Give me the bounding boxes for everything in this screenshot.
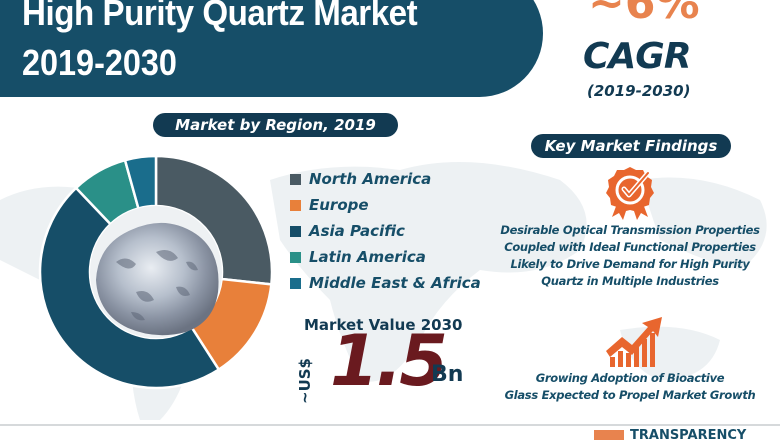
legend-swatch <box>290 225 301 237</box>
finding-line: Likely to Drive Demand for High Purity <box>510 257 750 271</box>
legend-swatch <box>290 199 301 211</box>
legend-label: Europe <box>309 196 369 214</box>
logo-text: TRANSPARENCY <box>630 428 747 440</box>
finding-line: Desirable Optical Transmission Propertie… <box>500 223 760 237</box>
market-value-unit: Bn <box>431 362 464 387</box>
quartz-rock-image <box>96 222 219 336</box>
legend-label: Middle East & Africa <box>309 274 481 292</box>
company-logo: TRANSPARENCY <box>594 428 747 440</box>
market-value-amount: 1.5 <box>330 320 448 402</box>
growth-chart-icon <box>606 317 662 367</box>
finding-1-text: Desirable Optical Transmission Propertie… <box>480 222 780 290</box>
legend-label: Asia Pacific <box>309 222 405 240</box>
legend-item-middle-east-africa: Middle East & Africa <box>290 270 481 296</box>
region-donut-chart <box>38 154 274 390</box>
quartz-texture <box>116 250 198 321</box>
footer-divider <box>0 424 780 426</box>
finding-line: Quartz in Multiple Industries <box>541 274 719 288</box>
legend-item-asia-pacific: Asia Pacific <box>290 218 481 244</box>
cagr-period: (2019-2030) <box>587 82 691 100</box>
market-value-currency: ~US$ <box>296 358 314 404</box>
key-findings-title: Key Market Findings <box>531 134 731 158</box>
title-banner <box>0 0 543 97</box>
logo-mark-icon <box>594 430 624 440</box>
market-value-title: Market Value 2030 <box>304 316 463 334</box>
cagr-value: ~6% <box>588 0 700 29</box>
page-title: High Purity Quartz Market <box>22 0 418 33</box>
finding-line: Growing Adoption of Bioactive <box>535 371 725 385</box>
legend-item-latin-america: Latin America <box>290 244 481 270</box>
finding-line: Coupled with Ideal Functional Properties <box>504 240 756 254</box>
legend-swatch <box>290 251 301 263</box>
legend-item-north-america: North America <box>290 166 481 192</box>
legend-item-europe: Europe <box>290 192 481 218</box>
region-section-title: Market by Region, 2019 <box>153 113 398 137</box>
award-badge-icon <box>606 167 654 220</box>
finding-line: Glass Expected to Propel Market Growth <box>504 388 756 402</box>
page-subtitle-years: 2019-2030 <box>22 42 177 83</box>
legend-swatch <box>290 173 301 185</box>
cagr-label: CAGR <box>583 36 692 77</box>
chart-legend: North America Europe Asia Pacific Latin … <box>290 166 481 296</box>
legend-swatch <box>290 277 301 289</box>
legend-label: Latin America <box>309 248 426 266</box>
legend-label: North America <box>309 170 432 188</box>
finding-2-text: Growing Adoption of Bioactive Glass Expe… <box>480 370 780 404</box>
